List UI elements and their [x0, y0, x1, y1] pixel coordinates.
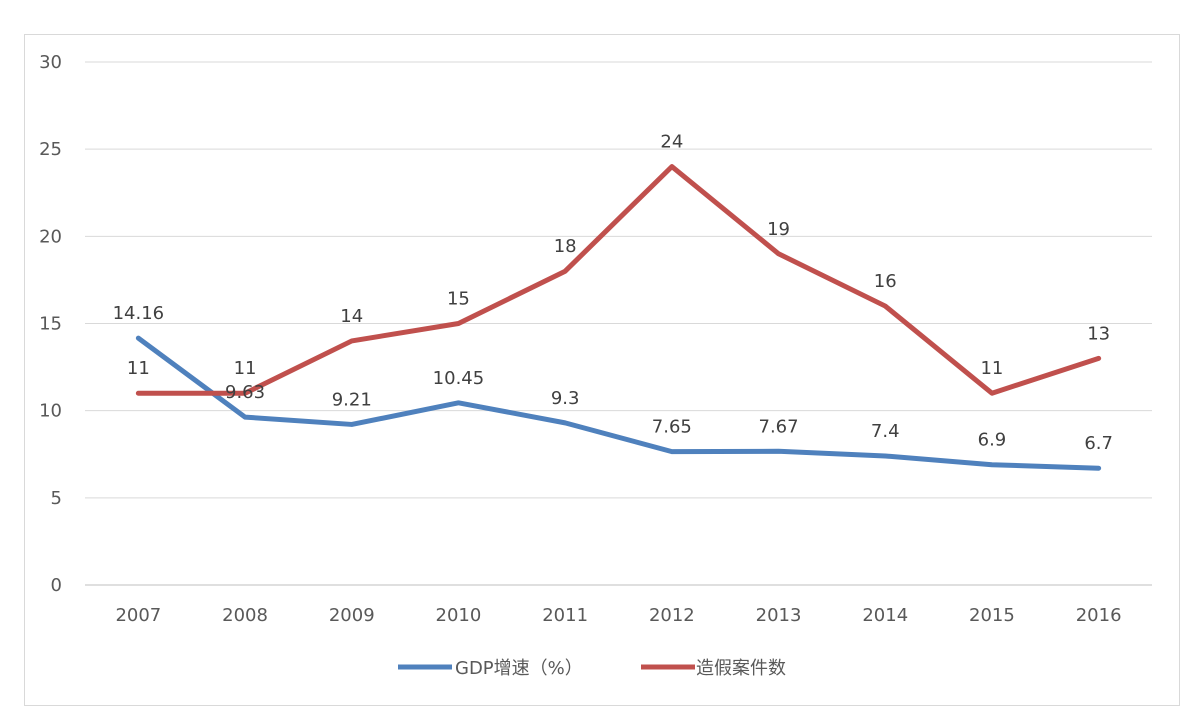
x-tick-label: 2007	[115, 605, 161, 626]
data-label: 11	[980, 358, 1003, 379]
data-label: 19	[767, 219, 790, 240]
data-label: 9.63	[225, 382, 265, 403]
x-tick-label: 2009	[329, 605, 375, 626]
data-label: 16	[874, 271, 897, 292]
data-label: 11	[127, 358, 150, 379]
y-tick-label: 30	[39, 52, 62, 73]
legend-label: GDP增速（%）	[455, 658, 583, 679]
x-tick-label: 2016	[1076, 605, 1122, 626]
y-tick-label: 20	[39, 226, 62, 247]
data-label: 14	[340, 306, 363, 327]
chart-frame	[24, 34, 1180, 706]
data-label: 6.7	[1084, 433, 1113, 454]
series-line-1	[135, 335, 1102, 471]
data-label: 10.45	[433, 368, 485, 389]
y-tick-label: 10	[39, 401, 62, 422]
x-tick-label: 2015	[969, 605, 1015, 626]
data-label: 6.9	[978, 430, 1007, 451]
x-tick-label: 2008	[222, 605, 268, 626]
series-line-2	[135, 164, 1102, 396]
data-label: 14.16	[113, 303, 165, 324]
data-label: 7.67	[759, 416, 799, 437]
x-tick-label: 2012	[649, 605, 695, 626]
y-tick-label: 5	[51, 488, 62, 509]
data-label: 24	[660, 132, 683, 153]
legend-label: 造假案件数	[696, 658, 786, 679]
x-tick-label: 2014	[862, 605, 908, 626]
data-label: 15	[447, 289, 470, 310]
data-label: 18	[554, 236, 577, 257]
y-tick-label: 25	[39, 139, 62, 160]
x-tick-label: 2011	[542, 605, 588, 626]
data-label: 7.65	[652, 417, 692, 438]
data-label: 7.4	[871, 421, 900, 442]
data-label: 13	[1087, 323, 1110, 344]
data-label: 11	[234, 358, 257, 379]
y-tick-label: 15	[39, 314, 62, 335]
x-tick-label: 2010	[436, 605, 482, 626]
y-tick-label: 0	[51, 575, 62, 596]
data-label: 9.3	[551, 388, 580, 409]
data-label: 9.21	[332, 389, 372, 410]
x-tick-label: 2013	[756, 605, 802, 626]
